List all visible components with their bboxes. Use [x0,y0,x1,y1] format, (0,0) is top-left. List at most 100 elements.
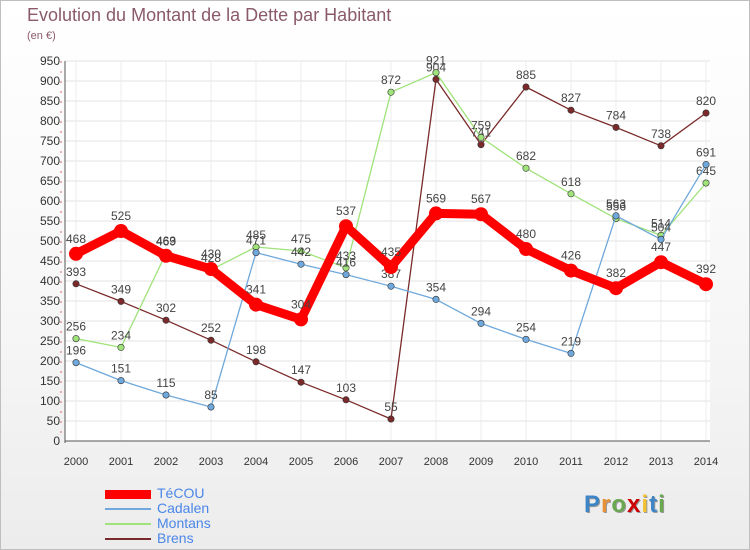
y-tick-label: 350 [40,294,60,308]
data-point [117,377,125,385]
series-line [165,394,212,408]
data-label: 442 [291,245,311,259]
series-line [570,109,617,129]
y-tick-label: 50 [47,414,61,428]
data-label: 428 [201,251,221,265]
series-line [521,244,576,276]
series-line [476,209,531,254]
data-label: 393 [66,265,86,279]
data-label: 55 [384,400,398,414]
legend-swatch [105,538,151,540]
data-label: 569 [426,191,446,205]
series-line [431,208,486,219]
series-line [210,339,257,363]
series-line [345,399,392,420]
y-tick-label: 500 [40,234,60,248]
y-tick-label: 650 [40,174,60,188]
y-tick-label: 900 [40,74,60,88]
data-point [699,277,713,292]
legend-swatch [105,489,151,499]
data-point [342,264,350,272]
data-label: 480 [516,227,536,241]
data-label: 885 [516,68,536,82]
y-tick-label: 0 [53,434,60,448]
data-point [159,248,173,263]
data-point [387,415,395,423]
data-point [117,297,125,305]
series-line [75,361,122,382]
y-tick-label: 100 [40,394,60,408]
y-tick-label: 250 [40,334,60,348]
x-tick-label: 2005 [289,456,313,468]
data-label: 872 [381,73,401,87]
data-point [207,403,215,411]
data-label: 827 [561,91,581,105]
series-line [570,193,617,220]
legend-label: Montans [157,515,211,531]
data-label: 567 [471,192,491,206]
series-brens: 393 349 302 252 198 147 103 55 904 741 885 827 784 73… [66,60,716,423]
data-point [474,207,488,222]
series-line [480,322,527,341]
series-line [525,338,572,355]
x-tick-label: 2007 [379,456,403,468]
data-point [384,260,398,274]
series-line [75,283,122,303]
data-point [252,358,260,366]
data-label: 921 [426,54,446,68]
data-label: 196 [66,344,86,358]
data-point [522,335,530,343]
data-point [522,164,530,172]
data-label: 525 [111,209,131,223]
data-point [612,212,620,220]
data-label: 302 [156,301,176,315]
series-line [435,298,482,325]
data-label: 219 [561,334,581,348]
data-point [702,161,710,169]
data-label: 147 [291,363,311,377]
data-point [567,349,575,357]
y-tick-label: 200 [40,354,60,368]
y-tick-label: 800 [40,114,60,128]
data-label: 349 [111,282,131,296]
data-point [297,260,305,268]
legend-label: Brens [157,530,194,546]
series-line [480,136,527,169]
data-point [294,312,308,327]
data-label: 151 [111,362,131,376]
data-label: 691 [696,146,716,160]
series-line [251,300,306,324]
data-label: 820 [696,94,716,108]
series-line [255,246,302,252]
series-line [615,215,662,241]
data-point [654,255,668,270]
data-label: 382 [606,266,626,280]
data-point [609,281,623,296]
data-label: 463 [156,234,176,248]
data-point [72,280,80,288]
series-line [615,126,662,147]
data-label: 304 [291,297,311,311]
data-label: 759 [471,118,491,132]
data-point [432,295,440,303]
x-tick-label: 2011 [559,456,583,468]
data-point [477,133,485,141]
series-line [206,264,261,310]
x-tick-label: 2001 [109,456,133,468]
data-label: 234 [111,328,131,342]
data-label: 416 [336,256,356,270]
x-tick-label: 2013 [649,456,673,468]
series-cadalen: 1961511158547144241638735429425421956350… [66,146,716,411]
data-point [252,249,260,257]
chart-subtitle: (en €) [27,30,56,42]
data-label: 784 [606,108,626,122]
series-line [660,163,707,241]
series-line [435,78,482,146]
series-line [525,167,572,195]
series-line [71,226,126,259]
proxiti-logo: Proxiti [584,491,666,518]
data-point [387,88,395,96]
series-line [300,250,347,269]
data-point [477,319,485,327]
